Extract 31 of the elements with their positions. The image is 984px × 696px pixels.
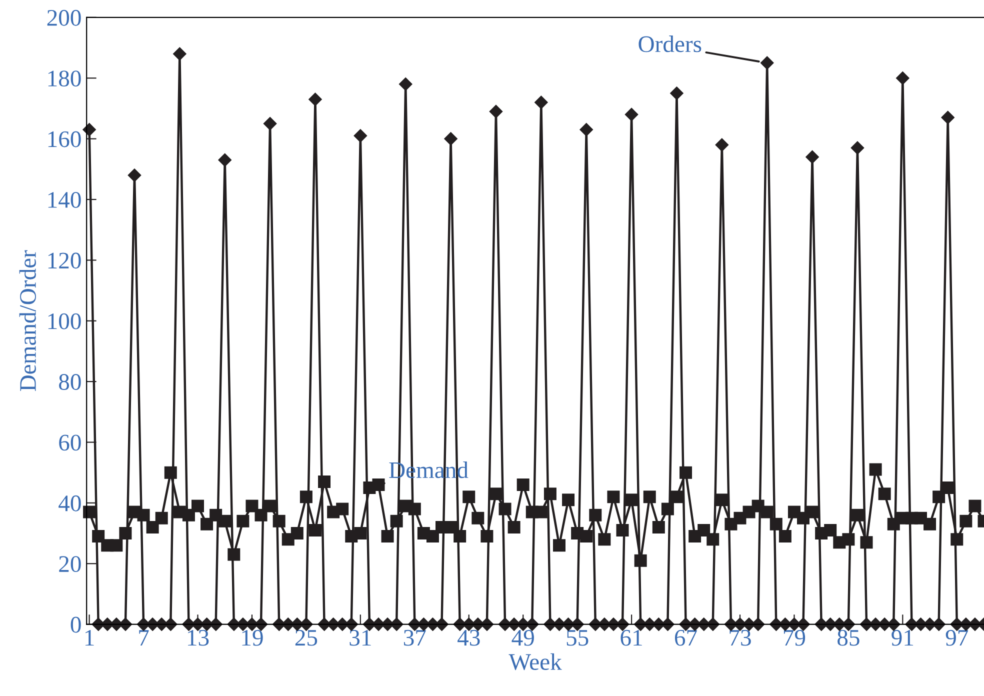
y-tick-label: 20 (59, 556, 81, 572)
x-tick-label: 97 (946, 630, 968, 646)
y-tick-label: 140 (48, 192, 81, 208)
x-axis-title: Week (508, 653, 562, 670)
x-tick-label: 49 (512, 630, 534, 646)
y-tick-label: 80 (59, 374, 81, 390)
x-tick-label: 91 (892, 630, 914, 646)
x-tick-label: 73 (730, 630, 751, 646)
x-tick-label: 25 (295, 630, 318, 646)
y-tick-label: 60 (59, 434, 81, 451)
y-tick-label: 40 (58, 495, 81, 512)
y-tick-label: 200 (47, 10, 81, 26)
x-tick-label: 79 (784, 630, 806, 646)
x-tick-label: 1 (85, 630, 94, 646)
y-tick-label: 120 (48, 252, 81, 269)
x-tick-label: 61 (620, 630, 642, 646)
y-axis-title: Demand/Order (19, 250, 36, 391)
x-tick-label: 43 (458, 630, 480, 646)
y-tick-label: 160 (48, 131, 81, 148)
y-tick-label: 0 (70, 616, 81, 633)
x-tick-label: 67 (674, 630, 697, 646)
y-tick-label: 100 (48, 313, 81, 330)
x-tick-label: 85 (838, 630, 860, 646)
series-label: Orders (638, 36, 702, 52)
x-tick-label: 37 (404, 630, 426, 646)
x-tick-label: 55 (566, 630, 588, 646)
x-tick-label: 7 (139, 630, 149, 646)
x-tick-label: 13 (188, 630, 209, 646)
x-tick-label: 19 (242, 630, 263, 646)
x-tick-label: 31 (350, 630, 371, 646)
y-tick-label: 180 (48, 70, 81, 87)
